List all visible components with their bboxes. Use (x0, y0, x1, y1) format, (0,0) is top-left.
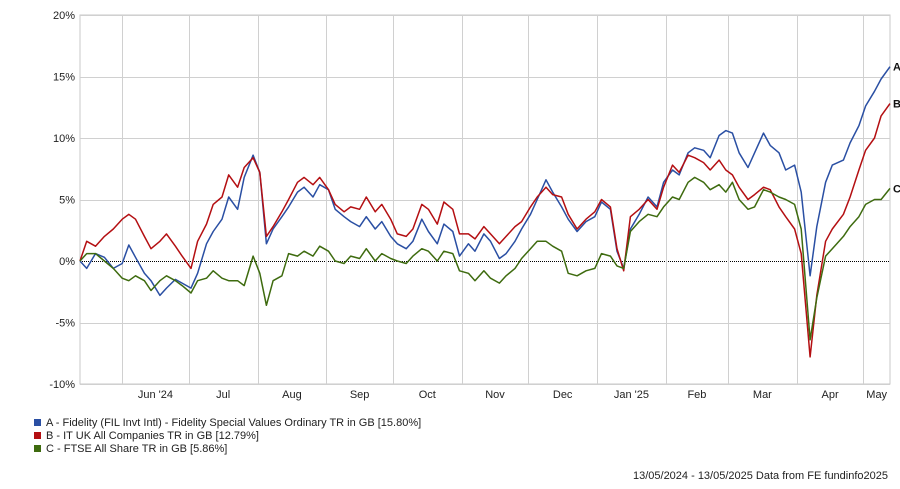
series-layer (79, 66, 891, 358)
y-tick-label: 20% (53, 10, 75, 22)
y-tick-label: -10% (49, 379, 75, 391)
x-tick-label: Mar (753, 389, 772, 401)
x-tick-label: May (866, 389, 887, 401)
footer-source-note: 13/05/2024 - 13/05/2025 Data from FE fun… (632, 470, 888, 482)
end-label-layer: A B C (893, 62, 900, 196)
legend-label-c: C - FTSE All Share TR in GB [5.86%] (46, 442, 228, 455)
legend-item-a: A - Fidelity (FIL Invt Intl) - Fidelity … (34, 416, 421, 429)
series-end-label-a: A (893, 62, 900, 74)
x-tick-label: Jun '24 (138, 389, 173, 401)
axis-layer: -10% -5% 0% 5% 10% 15% 20% Jun '24 Jul Aug Sep Oct N… (49, 10, 887, 401)
x-tick-label: Dec (553, 389, 573, 401)
legend-swatch-b (34, 432, 41, 439)
legend-swatch-c (34, 445, 41, 452)
x-tick-label: Nov (485, 389, 505, 401)
series-line-c (79, 176, 891, 341)
grid-layer (79, 14, 891, 385)
legend-item-c: C - FTSE All Share TR in GB [5.86%] (34, 442, 421, 455)
x-tick-label: Apr (822, 389, 839, 401)
x-tick-label: Oct (419, 389, 436, 401)
x-tick-label: Jan '25 (614, 389, 649, 401)
series-line-b (79, 103, 891, 358)
series-line-a (79, 66, 891, 297)
legend-label-b: B - IT UK All Companies TR in GB [12.79%… (46, 429, 259, 442)
y-tick-label: 10% (53, 133, 75, 145)
series-end-label-b: B (893, 99, 900, 111)
y-tick-label: 0% (59, 256, 75, 268)
legend-item-b: B - IT UK All Companies TR in GB [12.79%… (34, 429, 421, 442)
series-end-label-c: C (893, 183, 900, 195)
x-tick-label: Jul (216, 389, 230, 401)
x-tick-label: Feb (687, 389, 706, 401)
x-tick-label: Aug (282, 389, 302, 401)
legend-label-a: A - Fidelity (FIL Invt Intl) - Fidelity … (46, 416, 422, 429)
y-tick-label: -5% (55, 318, 75, 330)
plot-frame (79, 14, 891, 385)
legend-swatch-a (34, 419, 41, 426)
y-tick-label: 5% (59, 195, 75, 207)
legend: A - Fidelity (FIL Invt Intl) - Fidelity … (34, 416, 421, 455)
y-tick-label: 15% (53, 72, 75, 84)
x-tick-label: Sep (350, 389, 370, 401)
